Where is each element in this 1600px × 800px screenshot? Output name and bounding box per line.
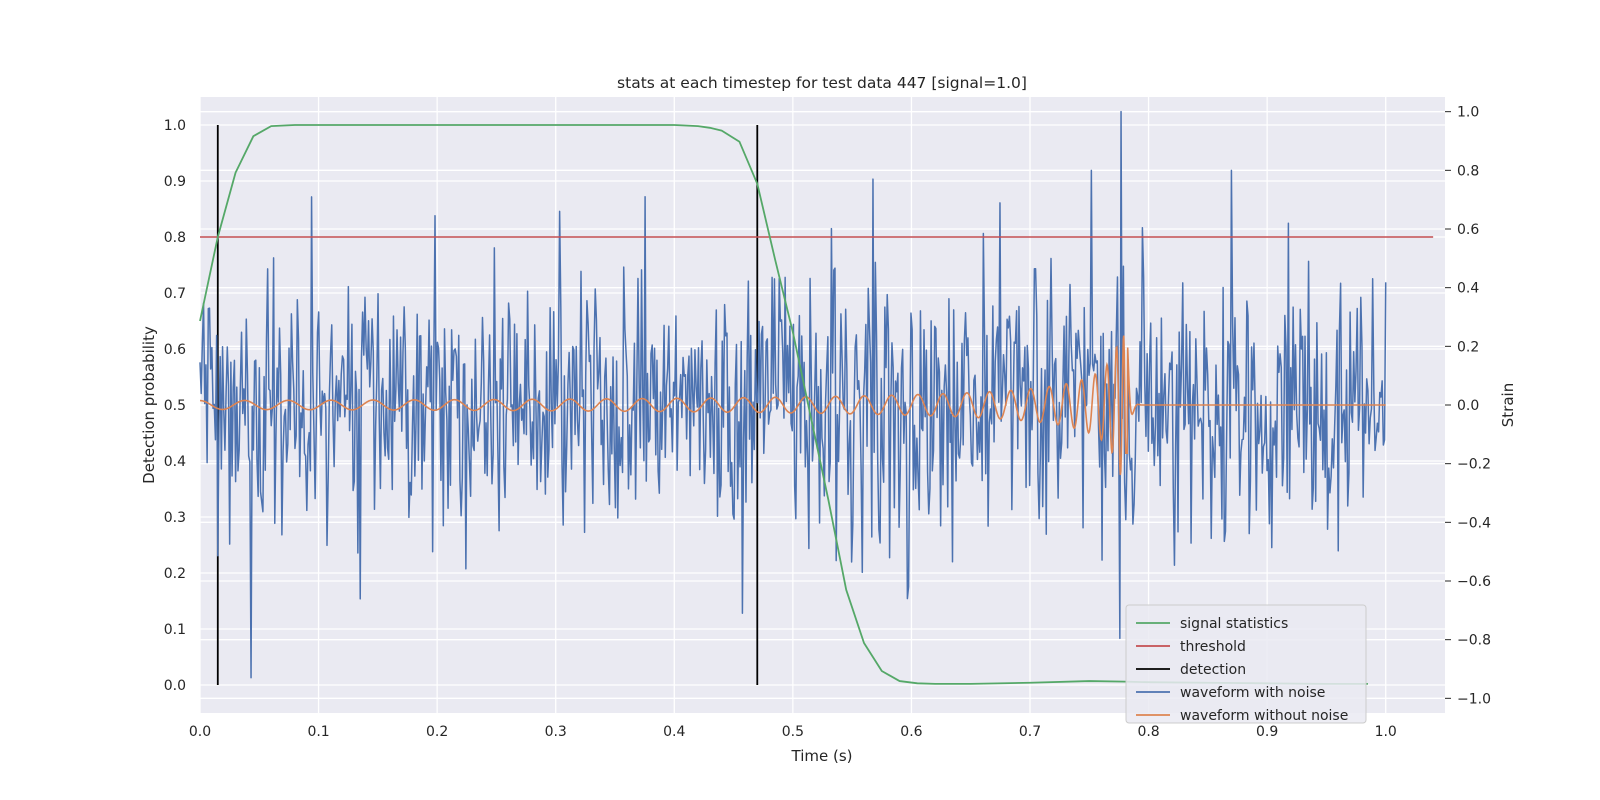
y-tick-label-left: 0.5 — [164, 398, 186, 414]
legend-label: waveform without noise — [1180, 708, 1348, 724]
legend-item: threshold — [1136, 639, 1246, 655]
y-tick-label-left: 0.8 — [164, 230, 186, 246]
y-tick-label-right: −0.2 — [1457, 457, 1491, 473]
y-tick-label-right: −0.6 — [1457, 574, 1491, 590]
signal-statistics-layer — [199, 124, 1368, 685]
detection-lines — [216, 125, 759, 685]
x-axis-label: Time (s) — [791, 747, 853, 765]
y-tick-label-left: 0.7 — [164, 286, 186, 302]
x-tick-label: 0.6 — [900, 724, 922, 740]
y-tick-label-left: 1.0 — [164, 118, 186, 134]
x-tick-label: 0.1 — [307, 724, 329, 740]
y-tick-label-right: −0.4 — [1457, 515, 1491, 531]
x-tick-label: 1.0 — [1375, 724, 1397, 740]
legend-item: signal statistics — [1136, 616, 1288, 632]
legend-label: signal statistics — [1180, 616, 1288, 632]
x-tick-label: 0.3 — [545, 724, 567, 740]
legend: signal statistics threshold detection wavef… — [1125, 604, 1367, 724]
series-signal-statistics — [199, 124, 1368, 685]
y-tick-label-right: 0.6 — [1457, 222, 1479, 238]
y-tick-label-left: 0.1 — [164, 622, 186, 638]
y-tick-label-right: 1.0 — [1457, 105, 1479, 121]
y-tick-label-left: 0.2 — [164, 566, 186, 582]
x-axis-ticks: 0.0 0.1 0.2 0.3 0.4 0.5 0.6 0.7 0.8 0.9 1.0 — [189, 724, 1397, 740]
x-tick-label: 0.4 — [663, 724, 685, 740]
y-tick-label-right: 0.2 — [1457, 339, 1479, 355]
chart-title: stats at each timestep for test data 447… — [617, 74, 1027, 92]
left-axis-ticks: 0.0 0.1 0.2 0.3 0.4 0.5 0.6 0.7 0.8 0.9 1.0 — [164, 118, 186, 694]
y-tick-label-right: −0.8 — [1457, 633, 1491, 649]
y-tick-label-left: 0.0 — [164, 678, 186, 694]
y-tick-label-right: −1.0 — [1457, 691, 1491, 707]
right-axis-ticks: −1.0 −0.8 −0.6 −0.4 −0.2 0.0 0.2 0.4 0.6 0.8 1.0 — [1445, 105, 1491, 707]
x-tick-label: 0.5 — [782, 724, 804, 740]
y-axis-label-right: Strain — [1499, 383, 1517, 427]
y-tick-label-left: 0.3 — [164, 510, 186, 526]
y-tick-label-left: 0.4 — [164, 454, 186, 470]
y-tick-label-left: 0.9 — [164, 174, 186, 190]
x-tick-label: 0.0 — [189, 724, 211, 740]
legend-label: waveform with noise — [1180, 685, 1325, 701]
x-tick-label: 0.7 — [1019, 724, 1041, 740]
legend-item: detection — [1136, 662, 1246, 678]
y-axis-label-left: Detection probability — [140, 326, 158, 484]
x-tick-label: 0.2 — [426, 724, 448, 740]
y-tick-label-right: 0.4 — [1457, 281, 1479, 297]
clean-waveform-layer — [199, 335, 1386, 476]
series-waveform-without-noise — [199, 335, 1386, 476]
y-tick-label-right: 0.8 — [1457, 163, 1479, 179]
legend-box — [1125, 604, 1367, 724]
x-tick-label: 0.9 — [1256, 724, 1278, 740]
legend-label: detection — [1180, 662, 1246, 678]
x-tick-label: 0.8 — [1137, 724, 1159, 740]
y-tick-label-right: 0.0 — [1457, 398, 1479, 414]
legend-item: waveform with noise — [1136, 685, 1325, 701]
legend-item: waveform without noise — [1136, 708, 1348, 724]
legend-label: threshold — [1180, 639, 1246, 655]
y-tick-label-left: 0.6 — [164, 342, 186, 358]
